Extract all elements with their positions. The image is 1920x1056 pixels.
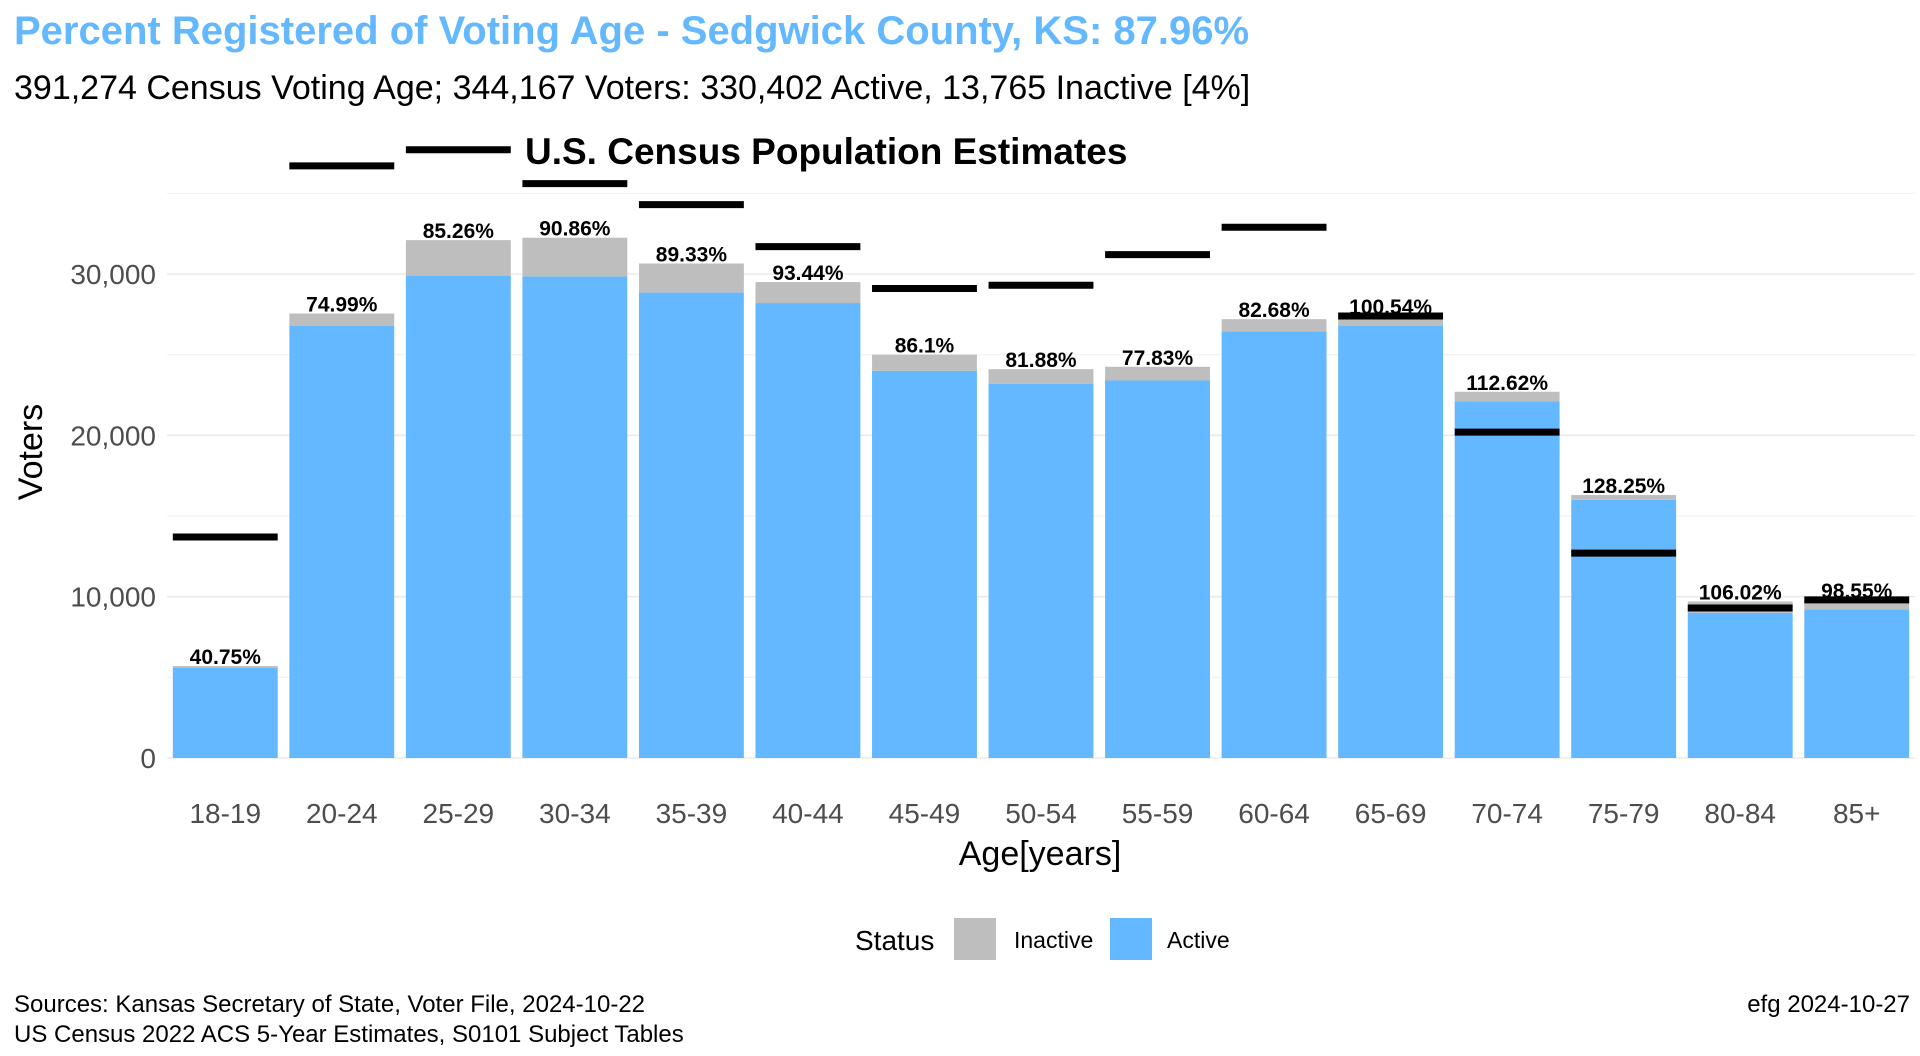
bar-active	[1338, 325, 1444, 758]
y-tick-label: 10,000	[70, 582, 156, 613]
bar-inactive	[1804, 599, 1910, 610]
x-tick-label: 50-54	[1005, 798, 1077, 829]
bar-inactive	[1105, 366, 1210, 381]
x-tick-label: 85+	[1833, 798, 1881, 829]
x-tick-label: 25-29	[423, 798, 495, 829]
bar-active	[1687, 612, 1793, 758]
bar-percent-label: 89.33%	[656, 244, 728, 267]
bar-percent-label: 90.86%	[539, 218, 611, 241]
legend: Status Inactive Active	[855, 918, 1230, 960]
x-tick-label: 55-59	[1122, 798, 1194, 829]
bar-active	[872, 370, 977, 758]
legend-title: Status	[855, 925, 934, 956]
y-axis: 0 10,000 20,000 30,000	[70, 259, 156, 774]
bar-active	[289, 325, 395, 758]
bar-active	[1454, 401, 1560, 758]
census-lines	[172, 146, 1910, 612]
bar-active	[755, 303, 861, 758]
bar-inactive	[289, 313, 395, 326]
bar-inactive	[755, 282, 861, 304]
bar-active	[1804, 609, 1910, 758]
chart-title: Percent Registered of Voting Age - Sedgw…	[14, 9, 1249, 53]
x-tick-label: 18-19	[189, 798, 261, 829]
bar-percent-label: 81.88%	[1005, 349, 1077, 372]
bar-active	[522, 276, 628, 758]
bar-inactive	[1221, 319, 1327, 332]
x-tick-label: 30-34	[539, 798, 611, 829]
caption-sources-line2: US Census 2022 ACS 5-Year Estimates, S01…	[14, 1021, 684, 1048]
x-tick-label: 70-74	[1471, 798, 1543, 829]
bar-inactive	[1454, 391, 1560, 402]
bar-percent-label: 128.25%	[1582, 475, 1665, 498]
chart-subtitle: 391,274 Census Voting Age; 344,167 Voter…	[14, 69, 1250, 107]
legend-label-inactive: Inactive	[1014, 927, 1093, 953]
bar-percent-label: 40.75%	[190, 646, 262, 669]
x-tick-label: 45-49	[889, 798, 961, 829]
bars	[172, 237, 1910, 758]
bar-active	[988, 383, 1094, 758]
bar-active	[1105, 380, 1210, 758]
y-tick-label: 20,000	[70, 420, 156, 451]
bar-active	[1571, 499, 1677, 758]
bar-inactive	[1338, 315, 1444, 326]
bar-inactive	[522, 237, 628, 277]
bar-active	[1221, 331, 1327, 758]
x-tick-label: 20-24	[306, 798, 378, 829]
bar-active	[172, 667, 278, 758]
bar-active	[638, 292, 744, 758]
bar-percent-label: 86.1%	[895, 335, 955, 358]
bar-inactive	[988, 369, 1094, 384]
x-tick-label: 65-69	[1355, 798, 1427, 829]
x-tick-label: 35-39	[656, 798, 728, 829]
bar-percent-label: 85.26%	[423, 220, 495, 243]
bar-inactive	[172, 666, 278, 668]
bar-labels: 40.75% 74.99% 85.26% 90.86% 89.33% 93.44% 86.1…	[190, 218, 1893, 669]
y-tick-label: 30,000	[70, 259, 156, 290]
x-axis-title: Age[years]	[959, 835, 1122, 873]
bar-inactive	[638, 263, 744, 293]
x-tick-label: 80-84	[1704, 798, 1776, 829]
caption-date: efg 2024-10-27	[1747, 991, 1910, 1018]
bar-inactive	[872, 354, 977, 371]
bar-percent-label: 93.44%	[772, 262, 844, 285]
bar-percent-label: 98.55%	[1821, 580, 1893, 603]
caption-sources-line1: Sources: Kansas Secretary of State, Vote…	[14, 991, 645, 1018]
bar-inactive	[1571, 495, 1677, 500]
legend-swatch-inactive	[954, 918, 996, 960]
bar-percent-label: 112.62%	[1466, 372, 1548, 395]
legend-label-active: Active	[1167, 927, 1230, 953]
x-tick-label: 40-44	[772, 798, 844, 829]
bar-inactive	[405, 240, 511, 276]
x-tick-label: 75-79	[1588, 798, 1660, 829]
bar-percent-label: 100.54%	[1349, 296, 1432, 319]
census-annotation: U.S. Census Population Estimates	[525, 131, 1127, 172]
bar-percent-label: 82.68%	[1238, 299, 1310, 322]
x-tick-label: 60-64	[1238, 798, 1310, 829]
bar-percent-label: 74.99%	[306, 294, 378, 317]
y-tick-label: 0	[140, 743, 156, 774]
legend-swatch-active	[1110, 918, 1152, 960]
bar-percent-label: 77.83%	[1122, 347, 1194, 370]
bar-active	[405, 275, 511, 758]
bar-percent-label: 106.02%	[1699, 582, 1782, 605]
y-axis-title: Voters	[12, 404, 50, 500]
x-axis: 18-19 20-24 25-29 30-34 35-39 40-44 45-49 50-54…	[189, 798, 1880, 829]
